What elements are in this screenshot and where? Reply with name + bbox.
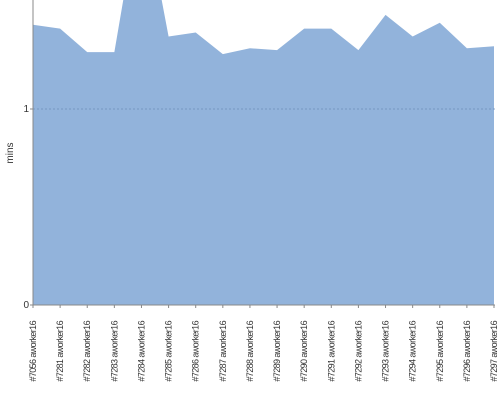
x-tick-label: #7282 aworker16 [82, 320, 92, 381]
x-tick-label: #7286 aworker16 [191, 320, 201, 381]
area [33, 0, 494, 305]
x-tick-label: #7292 aworker16 [353, 320, 363, 381]
y-tick-label: 0 [23, 300, 29, 311]
x-tick-label: #7295 aworker16 [435, 320, 445, 381]
x-tick-label: #7287 aworker16 [218, 320, 228, 381]
y-tick-label: 1 [23, 104, 29, 115]
x-tick-label: #7056 aworker16 [28, 320, 38, 381]
x-tick-label: #7289 aworker16 [272, 320, 282, 381]
x-tick-label: #7285 aworker16 [164, 320, 174, 381]
x-tick-label: #7290 aworker16 [299, 320, 309, 381]
x-tick-label: #7293 aworker16 [381, 320, 391, 381]
x-tick-label: #7288 aworker16 [245, 320, 255, 381]
x-tick-label: #7284 aworker16 [136, 320, 146, 381]
x-tick-label: #7281 aworker16 [55, 320, 65, 381]
y-axis-label: mins [5, 142, 16, 163]
x-tick-label: #7297 aworker16 [489, 320, 499, 381]
x-tick-label: #7294 aworker16 [408, 320, 418, 381]
x-tick-label: #7296 aworker16 [462, 320, 472, 381]
x-tick-label: #7283 aworker16 [109, 320, 119, 381]
x-tick-label: #7291 aworker16 [326, 320, 336, 381]
